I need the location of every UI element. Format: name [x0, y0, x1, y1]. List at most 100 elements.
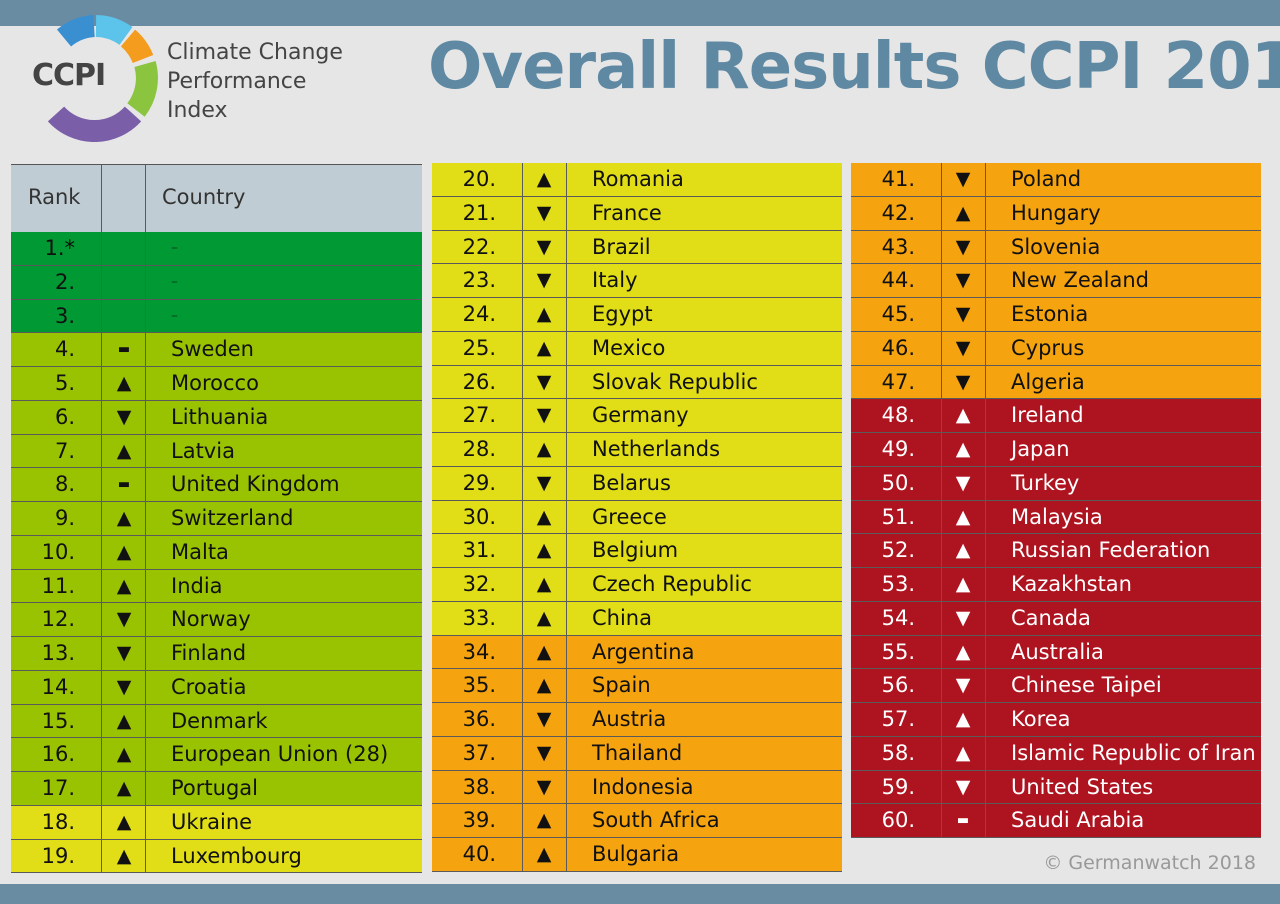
table-row: 33. ▲ China [432, 601, 842, 636]
rank-cell: 19. [41, 843, 75, 868]
column-divider [985, 230, 986, 264]
rank-cell: 6. [54, 404, 75, 429]
table-row: 56. ▼ Chinese Taipei [851, 669, 1261, 703]
trend-down-icon: ▼ [536, 269, 552, 292]
rank-cell: 40. [462, 842, 496, 866]
table-row: 9. ▲ Switzerland [11, 502, 422, 536]
table-row: 49. ▲ Japan [851, 433, 1261, 467]
column-divider [522, 466, 523, 500]
trend-up-icon: ▲ [116, 439, 132, 462]
column-divider [566, 669, 567, 702]
table-row: 28. ▲ Netherlands [432, 433, 842, 467]
column-divider [101, 569, 102, 603]
column-divider [941, 500, 942, 534]
column-divider [941, 669, 942, 702]
rank-cell: 46. [881, 335, 915, 360]
trend-up-icon: ▲ [116, 844, 132, 867]
rank-cell: 36. [462, 707, 496, 731]
column-divider [101, 265, 102, 299]
column-divider [145, 535, 146, 569]
table-row: 25. ▲ Mexico [432, 331, 842, 366]
country-cell: Poland [1011, 167, 1082, 191]
table-row: 59. ▼ United States [851, 770, 1261, 805]
column-divider [522, 601, 523, 635]
rank-cell: 57. [881, 707, 915, 731]
trend-up-icon: ▲ [536, 539, 552, 562]
rank-cell: 18. [41, 809, 75, 834]
trend-up-icon: ▲ [536, 674, 552, 697]
table-row: 21. ▼ France [432, 196, 842, 231]
country-cell: European Union (28) [171, 742, 389, 767]
trend-up-icon: ▲ [536, 168, 552, 190]
country-cell: Slovak Republic [592, 369, 758, 394]
country-cell: Belgium [592, 538, 679, 563]
rank-cell: 29. [462, 470, 496, 495]
trend-up-icon: ▲ [536, 809, 552, 832]
logo-line: Climate Change [167, 40, 343, 65]
rank-cell: 52. [881, 538, 915, 563]
country-cell: Chinese Taipei [1011, 673, 1162, 698]
rank-cell: 17. [41, 776, 75, 800]
rank-cell: 9. [54, 506, 75, 530]
country-cell: – [171, 273, 178, 290]
country-cell: Malta [171, 539, 229, 564]
column-divider [941, 433, 942, 466]
rank-cell: 31. [462, 538, 496, 563]
table-row: 60. ▬ Saudi Arabia [851, 804, 1261, 838]
column-divider [522, 163, 523, 196]
table-row: 55. ▲ Australia [851, 635, 1261, 670]
table-row: 58. ▲ Islamic Republic of Iran [851, 736, 1261, 771]
trend-up-icon: ▲ [955, 708, 971, 730]
column-divider [941, 703, 942, 736]
rank-cell: 5. [54, 371, 75, 395]
country-cell: Cyprus [1011, 335, 1085, 360]
trend-up-icon: ▲ [116, 810, 132, 833]
rank-cell: 4. [54, 337, 75, 362]
table-row: 39. ▲ South Africa [432, 804, 842, 838]
rank-cell: 10. [41, 539, 75, 564]
column-divider [985, 804, 986, 837]
trend-up-icon: ▲ [955, 539, 971, 562]
rank-cell: 24. [462, 302, 496, 326]
trend-up-icon: ▲ [536, 336, 552, 359]
column-divider [145, 805, 146, 839]
column-divider [941, 770, 942, 804]
country-cell: Croatia [171, 674, 247, 699]
country-cell: Luxembourg [171, 843, 302, 868]
column-divider [101, 400, 102, 434]
rank-cell: 15. [41, 708, 75, 733]
country-cell: Germany [592, 403, 689, 428]
column-divider [985, 331, 986, 365]
column-divider [101, 738, 102, 771]
country-cell: Bulgaria [592, 842, 680, 866]
country-cell: Korea [1011, 707, 1071, 731]
column-divider [941, 635, 942, 669]
country-cell: Canada [1011, 605, 1091, 630]
country-cell: Estonia [1011, 302, 1089, 326]
rank-cell: 8. [54, 472, 75, 497]
trend-down-icon: ▼ [955, 235, 971, 258]
column-divider [985, 669, 986, 702]
column-divider [522, 433, 523, 466]
table-row: 26. ▼ Slovak Republic [432, 365, 842, 400]
country-header: Country [162, 185, 246, 209]
country-cell: Japan [1011, 437, 1070, 461]
column-divider [145, 772, 146, 805]
table-row: 23. ▼ Italy [432, 264, 842, 298]
table-row: 10. ▲ Malta [11, 535, 422, 570]
trend-up-icon: ▲ [955, 741, 971, 764]
country-cell: Mexico [592, 335, 666, 360]
column-divider [566, 568, 567, 601]
trend-flat-icon: ▬ [956, 813, 970, 829]
logo-line: Performance [167, 69, 307, 94]
country-cell: Greece [592, 504, 667, 529]
column-divider [145, 434, 146, 468]
table-row: 45. ▼ Estonia [851, 298, 1261, 332]
country-cell: Spain [592, 673, 651, 698]
table-header: Rank Country [11, 164, 422, 233]
column-divider [941, 365, 942, 399]
trend-up-icon: ▲ [116, 709, 132, 732]
table-row: 54. ▼ Canada [851, 601, 1261, 636]
country-cell: Argentina [592, 639, 695, 664]
trend-down-icon: ▼ [955, 168, 971, 190]
